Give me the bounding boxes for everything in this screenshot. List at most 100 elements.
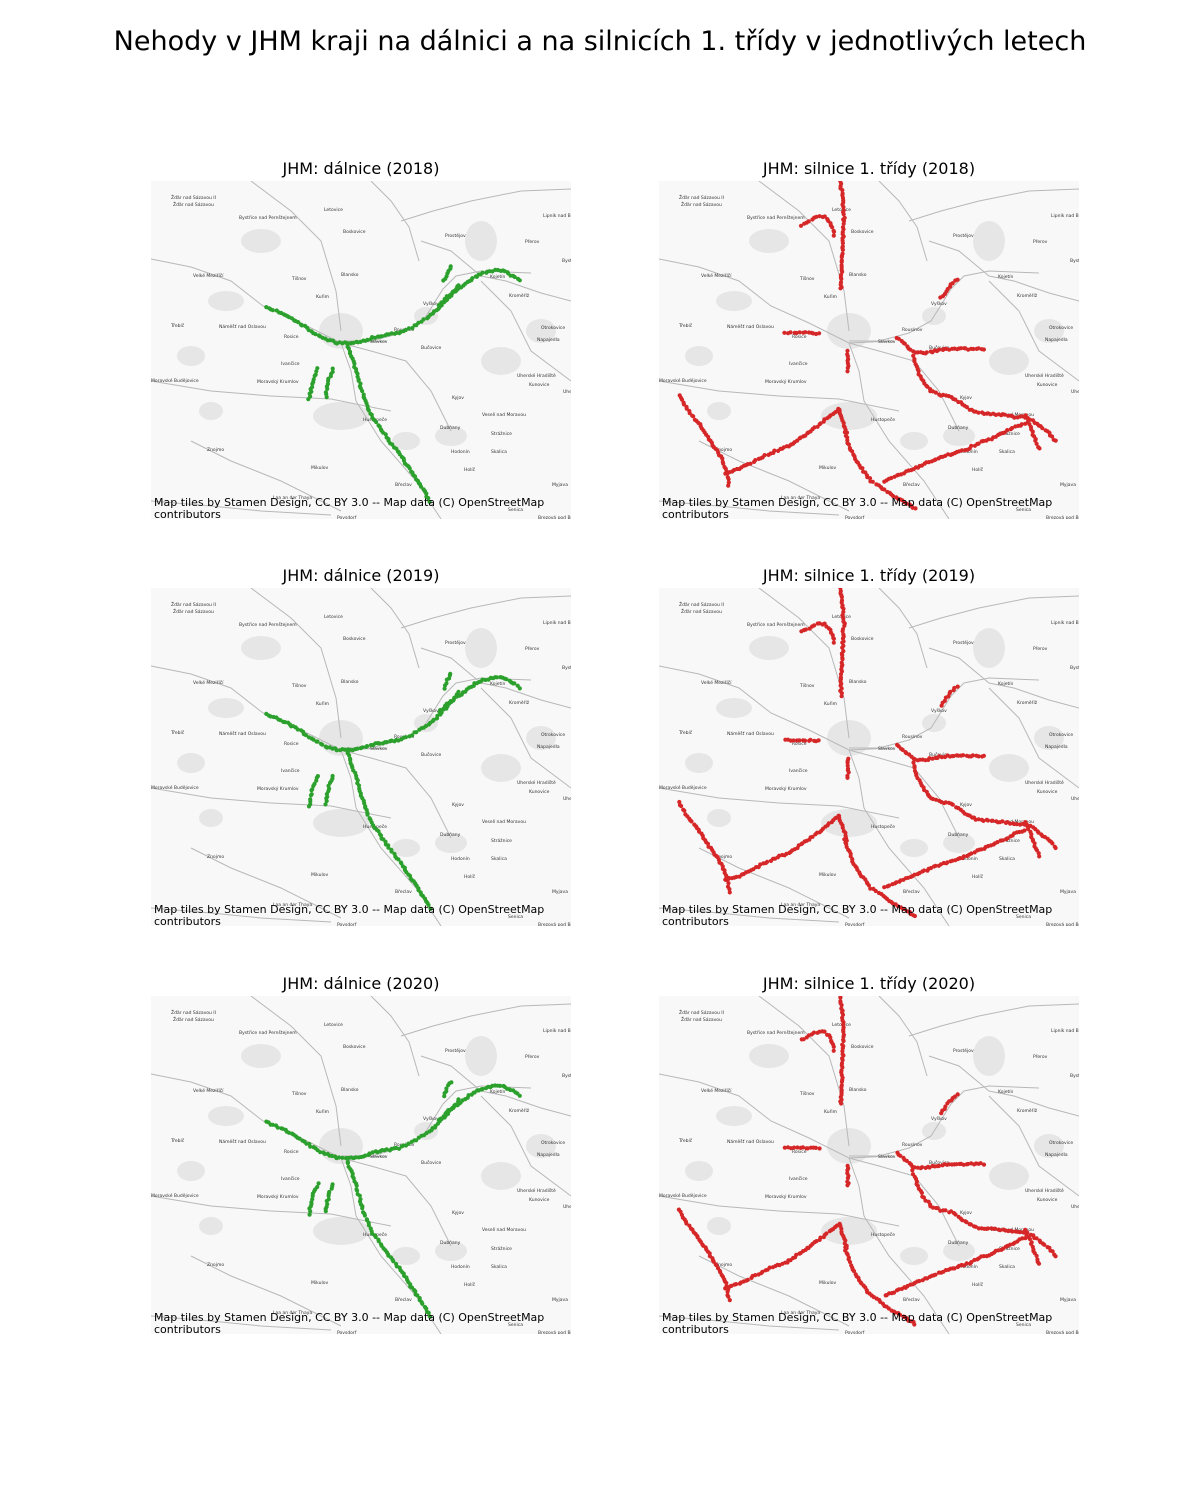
- accident-point: [910, 1168, 915, 1173]
- place-label: Kyjov: [960, 802, 972, 808]
- place-label: Mikulov: [819, 872, 836, 878]
- urban-area: [821, 402, 877, 430]
- place-label: Myjava: [552, 482, 568, 488]
- place-label: Lipník nad Bečvou: [1051, 619, 1079, 626]
- accident-point: [314, 778, 319, 783]
- place-label: Kyjov: [452, 395, 464, 401]
- accident-point: [830, 225, 835, 230]
- place-label: Letovice: [324, 207, 343, 213]
- place-label: Mikulov: [311, 872, 328, 878]
- urban-area: [900, 1247, 928, 1265]
- place-label: Myjava: [552, 1297, 568, 1303]
- urban-area: [716, 291, 752, 311]
- place-label: Moravský Krumlov: [765, 1193, 807, 1200]
- accident-point: [355, 371, 360, 376]
- accident-point: [831, 229, 837, 234]
- place-label: Přerov: [1033, 238, 1048, 245]
- accident-point: [902, 341, 907, 346]
- place-label: Kuřim: [316, 700, 329, 707]
- place-label: Prostějov: [953, 639, 974, 646]
- accident-point: [964, 405, 969, 410]
- basemap-road: [370, 588, 420, 669]
- basemap-road: [420, 647, 571, 709]
- basemap-road: [480, 280, 571, 382]
- place-label: Lipník nad Bečvou: [1051, 212, 1079, 219]
- accident-point: [765, 859, 770, 864]
- place-label: Moravský Krumlov: [765, 785, 807, 792]
- basemap-road: [250, 181, 342, 332]
- accident-point: [324, 1198, 329, 1204]
- accident-point: [846, 442, 851, 447]
- accident-point: [841, 616, 846, 621]
- accident-point: [824, 1231, 829, 1236]
- accident-point: [270, 1122, 275, 1127]
- accident-point: [295, 727, 300, 732]
- place-label: Strážnice: [491, 837, 512, 844]
- urban-area: [989, 347, 1029, 375]
- place-label: Břeclav: [395, 481, 412, 488]
- urban-area: [199, 1217, 223, 1235]
- place-label: Senica: [1016, 914, 1031, 920]
- accident-point: [930, 1205, 936, 1210]
- accident-point: [316, 1181, 321, 1186]
- basemap-road: [848, 1157, 950, 1334]
- accident-point: [413, 1289, 418, 1294]
- place-label: Kroměříž: [1017, 292, 1038, 299]
- place-label: Dubňany: [948, 424, 969, 431]
- accident-point: [448, 671, 453, 676]
- accident-point: [340, 1155, 345, 1160]
- accident-point: [415, 1293, 420, 1298]
- place-label: Bystřice nad Pernštejnem: [239, 1029, 297, 1036]
- accident-point: [838, 672, 844, 677]
- accident-point: [842, 430, 847, 435]
- accident-point: [347, 753, 352, 758]
- urban-area: [435, 1241, 467, 1261]
- place-label: Strážnice: [491, 1245, 512, 1252]
- accident-point: [1012, 415, 1017, 420]
- place-label: Vyškov: [931, 1115, 947, 1122]
- accident-point: [1037, 854, 1042, 859]
- place-label: Vyškov: [423, 1115, 439, 1122]
- place-label: Žďár nad Sázavou II: [679, 600, 724, 608]
- urban-area: [943, 833, 975, 853]
- place-label: Kyjov: [960, 395, 972, 401]
- accident-point: [306, 397, 311, 402]
- place-label: Náměšť nad Oslavou: [727, 323, 774, 330]
- place-label: Tišnov: [799, 275, 815, 282]
- place-label: Uherské Hradiště: [517, 372, 556, 379]
- place-label: Kuřim: [824, 1108, 837, 1115]
- place-label: Holíč: [972, 1281, 984, 1288]
- map-motorway-2020: Žďár nad Sázavou II Žďár nad Sázavou Bystř…: [151, 996, 571, 1334]
- basemap-road: [341, 270, 532, 342]
- accident-point: [299, 323, 304, 328]
- urban-area: [465, 221, 497, 261]
- accident-point: [336, 1155, 342, 1160]
- place-label: Myjava: [552, 889, 568, 895]
- accident-point: [890, 493, 896, 499]
- accident-point: [813, 1145, 818, 1150]
- accident-point: [1036, 851, 1041, 856]
- place-label: Strážnice: [999, 1245, 1020, 1252]
- urban-area: [177, 753, 205, 773]
- accident-point: [449, 1080, 454, 1085]
- place-label: Otrokovice: [1049, 732, 1073, 738]
- urban-area: [943, 426, 975, 446]
- accident-point: [841, 606, 846, 611]
- place-label: Veselí nad Moravou: [990, 818, 1034, 825]
- accident-point: [407, 466, 412, 471]
- place-label: Bystřice: [562, 664, 571, 671]
- place-label: Myjava: [1060, 482, 1076, 488]
- accident-point: [841, 1034, 846, 1039]
- accident-point: [961, 753, 966, 758]
- basemap-road: [151, 787, 392, 819]
- place-label: Prostějov: [445, 232, 466, 239]
- accident-point: [389, 849, 394, 854]
- accident-point: [840, 657, 845, 662]
- accident-point: [414, 730, 419, 735]
- accident-point: [802, 738, 808, 743]
- place-label: Ivančice: [281, 767, 300, 774]
- accident-point: [952, 1266, 957, 1271]
- place-label: Lipník nad Bečvou: [1051, 1027, 1079, 1034]
- place-label: Rousínov: [902, 733, 923, 740]
- urban-area: [481, 1162, 521, 1190]
